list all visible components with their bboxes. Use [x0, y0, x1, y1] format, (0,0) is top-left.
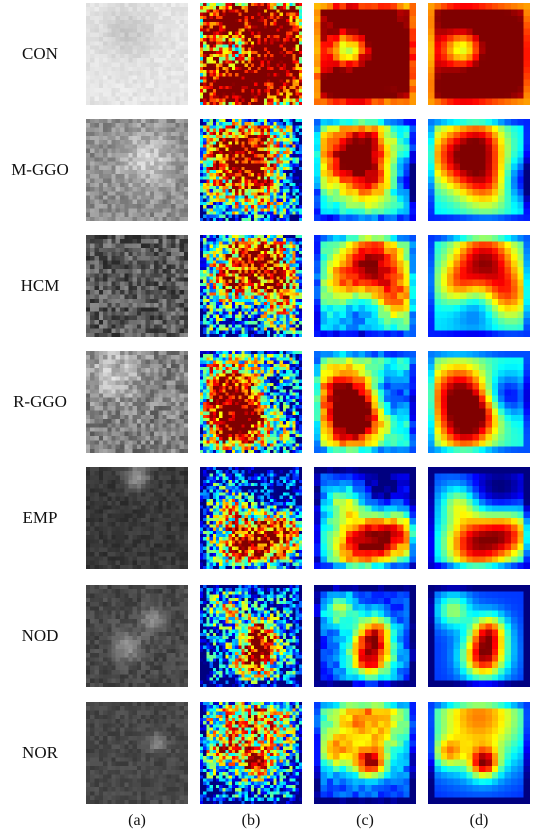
feature-map-b-r-ggo	[200, 351, 302, 453]
original-patch-con	[86, 3, 188, 105]
activation-map-d-nod	[428, 585, 530, 687]
activation-map-d-emp	[428, 467, 530, 569]
feature-map-b-emp	[200, 467, 302, 569]
row-label-hcm: HCM	[20, 276, 60, 295]
activation-map-d-m-ggo	[428, 119, 530, 221]
row-label-m-ggo: M-GGO	[11, 160, 69, 179]
original-patch-emp	[86, 467, 188, 569]
column-label-b: (b)	[241, 812, 261, 829]
activation-map-c-nor	[314, 702, 416, 804]
column-label-d: (d)	[469, 812, 489, 829]
activation-map-c-con	[314, 3, 416, 105]
feature-map-b-nor	[200, 702, 302, 804]
row-label-nor: NOR	[22, 743, 58, 762]
activation-map-d-nor	[428, 702, 530, 804]
original-patch-m-ggo	[86, 119, 188, 221]
original-patch-nod	[86, 585, 188, 687]
activation-map-d-con	[428, 3, 530, 105]
activation-map-d-r-ggo	[428, 351, 530, 453]
row-label-r-ggo: R-GGO	[13, 392, 67, 411]
column-label-c: (c)	[356, 812, 374, 829]
activation-map-c-r-ggo	[314, 351, 416, 453]
activation-map-d-hcm	[428, 235, 530, 337]
column-label-a: (a)	[128, 812, 146, 829]
original-patch-hcm	[86, 235, 188, 337]
feature-map-b-con	[200, 3, 302, 105]
original-patch-r-ggo	[86, 351, 188, 453]
row-label-emp: EMP	[22, 508, 58, 527]
feature-map-b-hcm	[200, 235, 302, 337]
activation-map-c-nod	[314, 585, 416, 687]
activation-map-c-m-ggo	[314, 119, 416, 221]
original-patch-nor	[86, 702, 188, 804]
activation-map-c-hcm	[314, 235, 416, 337]
feature-map-b-m-ggo	[200, 119, 302, 221]
row-label-con: CON	[22, 44, 58, 63]
row-label-nod: NOD	[21, 626, 59, 645]
feature-map-b-nod	[200, 585, 302, 687]
activation-map-c-emp	[314, 467, 416, 569]
